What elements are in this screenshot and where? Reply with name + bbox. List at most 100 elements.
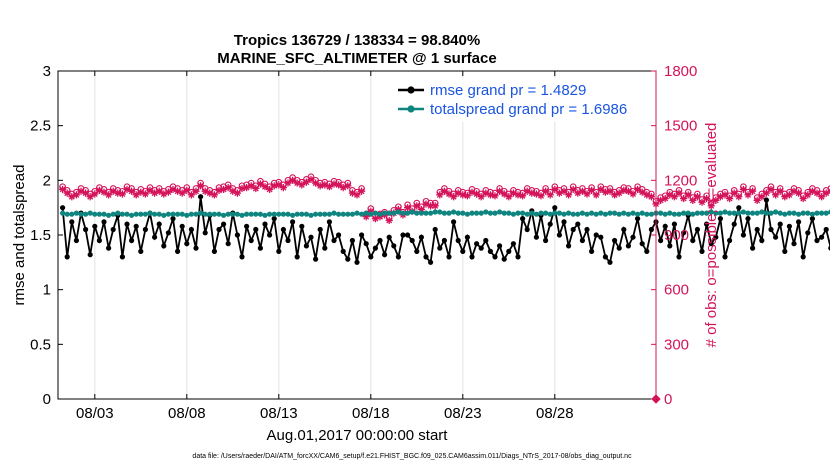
obs-evaluated-marker	[362, 213, 370, 221]
rmse-marker	[188, 226, 194, 233]
rmse-marker	[138, 248, 144, 254]
x-tick-label: 08/28	[536, 405, 574, 422]
obs-evaluated-marker	[772, 191, 780, 199]
totalspread-marker	[566, 210, 572, 216]
obs-evaluated-marker	[537, 192, 545, 200]
rmse-marker	[395, 254, 401, 260]
totalspread-marker	[460, 210, 466, 216]
obs-evaluated-marker	[813, 189, 821, 197]
rmse-marker	[175, 248, 181, 254]
totalspread-marker	[538, 210, 544, 216]
rmse-marker	[791, 241, 797, 247]
obs-evaluated-marker	[187, 191, 195, 199]
rmse-marker	[699, 248, 705, 254]
rmse-marker	[681, 230, 687, 236]
totalspread-marker	[630, 210, 636, 216]
obs-evaluated-marker	[141, 190, 149, 198]
legend-box	[395, 78, 651, 122]
rmse-marker	[630, 234, 636, 240]
rmse-marker	[676, 254, 682, 260]
totalspread-marker	[437, 209, 443, 215]
totalspread-marker	[607, 210, 613, 216]
totalspread-marker	[267, 211, 273, 217]
totalspread-marker	[142, 211, 148, 217]
totalspread-marker	[372, 210, 378, 216]
y-left-tick-label: 3	[43, 63, 51, 80]
obs-evaluated-marker	[712, 196, 720, 204]
rmse-marker	[708, 241, 714, 247]
totalspread-marker	[78, 211, 84, 217]
totalspread-marker	[717, 210, 724, 216]
rmse-marker	[363, 241, 369, 247]
rmse-marker	[713, 234, 719, 240]
obs-evaluated-marker	[270, 182, 278, 190]
totalspread-marker	[244, 211, 250, 217]
rmse-marker	[290, 219, 296, 225]
obs-evaluated-marker	[698, 198, 706, 206]
obs-evaluated-marker	[620, 186, 628, 194]
rmse-marker	[73, 237, 79, 244]
rmse-marker	[368, 254, 374, 260]
rmse-marker	[106, 245, 112, 251]
obs-evaluated-marker	[670, 193, 678, 201]
totalspread-marker	[336, 211, 342, 217]
rmse-marker	[575, 221, 581, 227]
obs-evaluated-marker	[440, 187, 448, 195]
totalspread-marker	[294, 211, 300, 217]
totalspread-marker	[391, 210, 397, 216]
totalspread-marker	[786, 210, 793, 216]
totalspread-marker	[754, 210, 760, 216]
totalspread-marker	[708, 209, 714, 215]
totalspread-marker	[165, 211, 171, 217]
totalspread-marker	[115, 210, 121, 216]
rmse-marker	[193, 245, 199, 251]
rmse-marker	[331, 237, 337, 244]
totalspread-marker	[198, 210, 204, 216]
obs-evaluated-marker	[215, 186, 223, 194]
obs-evaluated-marker	[615, 189, 623, 197]
rmse-marker	[87, 252, 93, 258]
rmse-marker	[211, 248, 217, 254]
rmse-marker	[823, 226, 829, 233]
obs-evaluated-marker	[160, 190, 168, 198]
obs-evaluated-marker	[583, 190, 591, 198]
obs-evaluated-marker	[422, 200, 430, 208]
rmse-marker	[441, 237, 447, 244]
totalspread-marker	[506, 210, 512, 216]
obs-evaluated-marker	[509, 189, 517, 197]
obs-evaluated-marker	[739, 185, 747, 194]
totalspread-marker	[152, 211, 158, 217]
rmse-marker	[317, 226, 323, 233]
totalspread-marker	[497, 209, 503, 215]
chart-title-line2: MARINE_SFC_ALTIMETER @ 1 surface	[217, 50, 496, 67]
obs-evaluated-marker	[164, 188, 172, 196]
obs-evaluated-marker	[339, 184, 347, 192]
obs-evaluated-marker	[776, 187, 784, 195]
totalspread-marker	[777, 210, 783, 216]
rmse-marker	[773, 234, 779, 240]
totalspread-marker	[584, 211, 590, 217]
rmse-marker	[446, 254, 452, 260]
totalspread-marker	[639, 210, 645, 216]
obs-evaluated-marker	[210, 191, 218, 199]
totalspread-marker	[313, 211, 319, 217]
totalspread-marker	[386, 210, 392, 216]
totalspread-marker	[635, 211, 641, 217]
rmse-marker	[280, 226, 286, 233]
obs-evaluated-marker	[266, 185, 274, 194]
rmse-marker	[133, 223, 139, 229]
rmse-marker	[662, 223, 668, 229]
totalspread-marker	[147, 210, 153, 216]
totalspread-marker	[773, 209, 779, 215]
obs-evaluated-marker	[82, 189, 90, 197]
rmse-marker	[354, 259, 360, 265]
obs-evaluated-marker	[169, 185, 177, 194]
obs-evaluated-marker	[818, 193, 826, 201]
obs-evaluated-marker	[781, 193, 789, 201]
rmse-marker	[736, 205, 742, 211]
totalspread-marker	[455, 210, 461, 216]
totalspread-marker	[359, 211, 365, 217]
rmse-marker	[671, 221, 678, 227]
totalspread-marker	[354, 210, 360, 216]
totalspread-marker	[432, 209, 438, 215]
